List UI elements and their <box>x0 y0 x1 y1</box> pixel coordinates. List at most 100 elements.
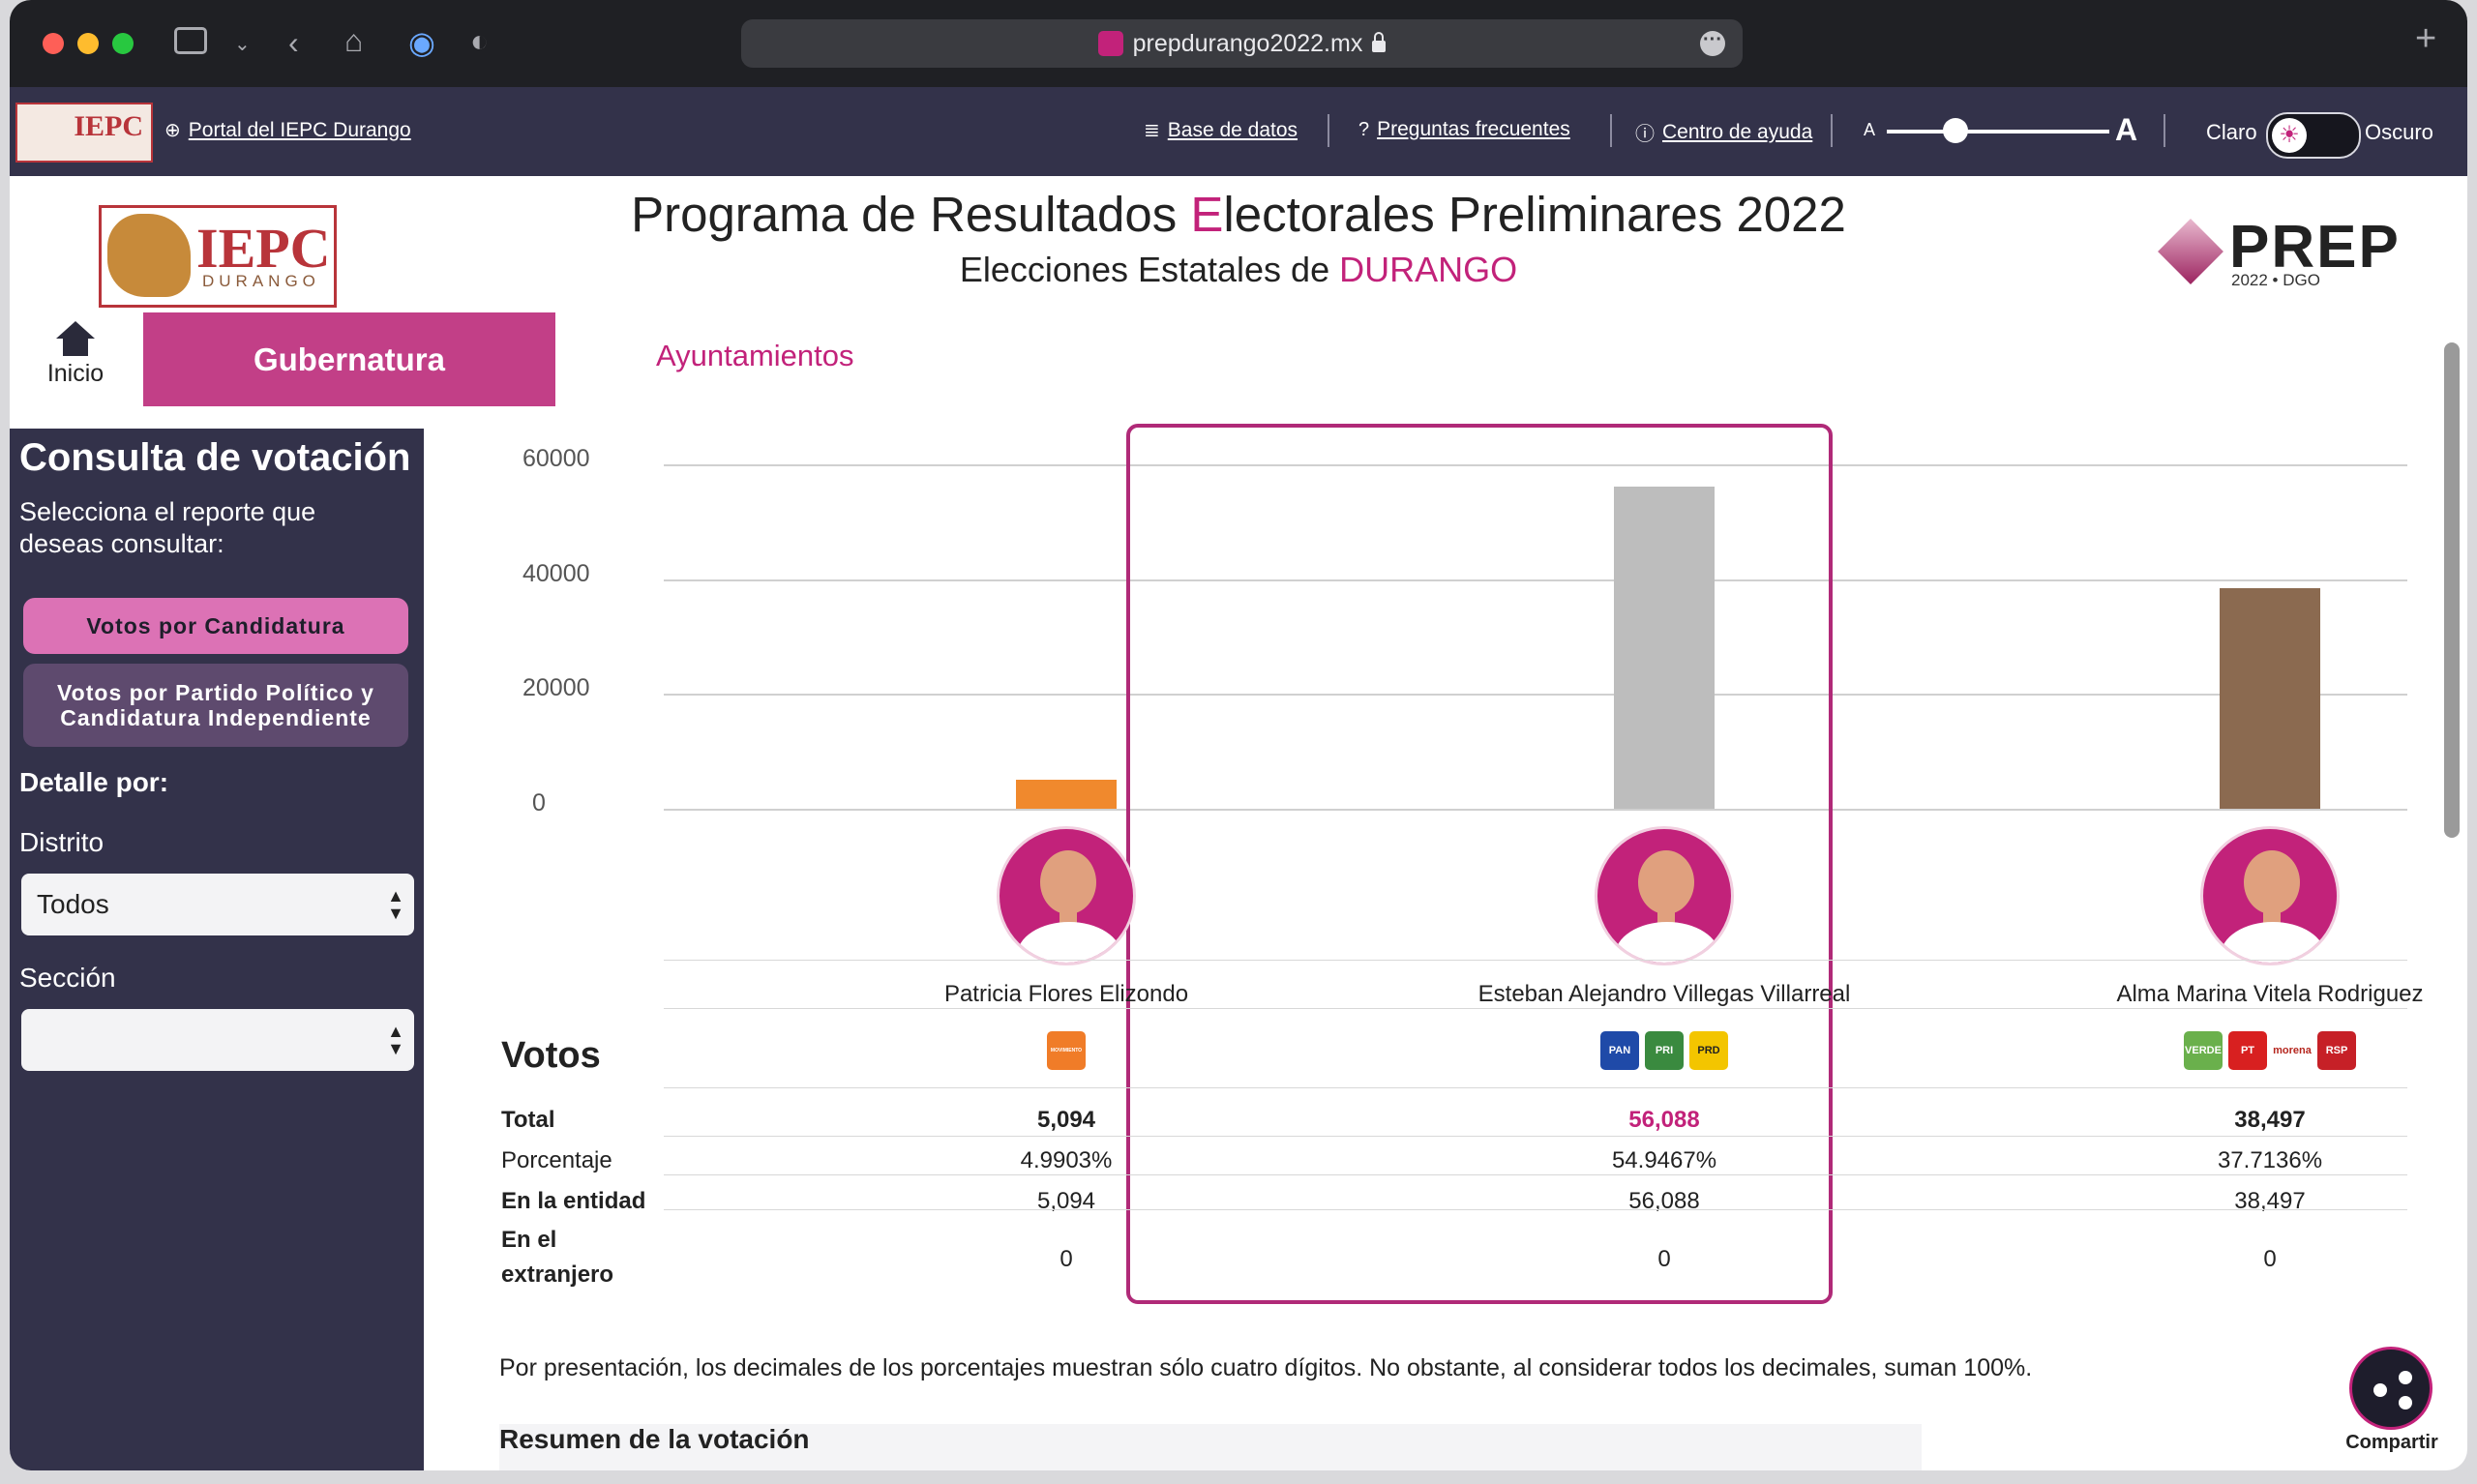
sidebar-toggle-icon[interactable] <box>174 27 207 54</box>
distrito-select[interactable]: Todos ▲ ▼ <box>21 874 414 935</box>
cell-entidad: 56,088 <box>1628 1188 1700 1214</box>
minimize-window-button[interactable] <box>77 33 99 54</box>
sidebar-prompt: Selecciona el reporte que deseas consult… <box>19 497 316 558</box>
home-tab[interactable]: Inicio <box>29 321 122 388</box>
gridline <box>664 464 2407 466</box>
back-arrow-icon[interactable]: ‹ <box>288 25 299 60</box>
results-content: 60000 40000 20000 0 Patricia Flores Elizond… <box>464 416 2438 1470</box>
table-row-divider <box>664 1174 2407 1175</box>
table-row-divider <box>664 1209 2407 1210</box>
cell-entidad: 38,497 <box>2234 1188 2306 1214</box>
font-large-label: A <box>2115 112 2138 147</box>
row-label-extranjero: En el extranjero <box>501 1227 614 1288</box>
font-size-slider-knob[interactable] <box>1943 118 1968 143</box>
table-row-divider <box>664 960 2407 961</box>
help-link[interactable]: ⓘ Centro de ayuda <box>1635 118 1812 146</box>
help-link-text[interactable]: Centro de ayuda <box>1662 120 1813 143</box>
party-logo-mc-icon: MOVIMIENTO CIUDADANO <box>1047 1031 1086 1092</box>
share-label: Compartir <box>2345 1432 2438 1453</box>
cell-extranjero: 0 <box>1059 1246 1073 1272</box>
more-options-icon[interactable]: ··· <box>1700 30 1725 56</box>
page-subtitle: Elecciones Estatales de DURANGO <box>10 250 2467 290</box>
site-favicon-icon <box>1097 31 1123 56</box>
candidate-name: Patricia Flores Elizondo <box>943 981 1189 1007</box>
candidate-name: Esteban Alejandro Villegas Villarreal <box>1477 981 1851 1007</box>
divider <box>1610 114 1612 147</box>
page-scrollbar[interactable] <box>2444 342 2460 838</box>
party-logo-pt-icon: PT <box>2228 1031 2267 1070</box>
page-subtitle-accent: DURANGO <box>1339 250 1518 289</box>
candidate-avatar <box>997 826 1136 965</box>
faq-link[interactable]: ? Preguntas frecuentes <box>1358 118 1570 141</box>
cell-total: 5,094 <box>1036 1107 1096 1133</box>
address-bar[interactable]: prepdurango2022.mx ··· <box>741 19 1743 68</box>
y-tick-label: 60000 <box>522 445 590 472</box>
table-row-divider <box>664 1136 2407 1137</box>
votos-candidatura-button[interactable]: Votos por Candidatura <box>23 598 408 654</box>
cell-extranjero: 0 <box>2263 1246 2277 1272</box>
share-icon-node <box>2399 1396 2412 1410</box>
prep-logo-year: 2022 • DGO <box>2231 271 2320 289</box>
page-title-post: lectorales Preliminares 2022 <box>1223 187 1846 242</box>
cell-total: 38,497 <box>2234 1107 2306 1133</box>
url-text: prepdurango2022.mx <box>1132 29 1363 57</box>
distrito-label: Distrito <box>19 827 104 857</box>
faq-link-text[interactable]: Preguntas frecuentes <box>1377 118 1570 140</box>
cell-total: 56,088 <box>1628 1107 1700 1133</box>
iepc-small-logo[interactable]: IEPC <box>15 103 153 163</box>
party-logos: VERDE PT morena RSP <box>1980 1031 2467 1070</box>
shield-icon[interactable]: ◐ <box>470 23 490 58</box>
database-link[interactable]: ≣ Base de datos <box>1144 118 1298 142</box>
party-logos: MOVIMIENTO CIUDADANO <box>776 1031 1357 1092</box>
theme-dark-label: Oscuro <box>2365 120 2433 144</box>
iepc-logo[interactable]: IEPC DURANGO <box>99 205 337 308</box>
cell-extranjero: 0 <box>1657 1246 1671 1272</box>
share-icon <box>2399 1371 2412 1384</box>
tab-ayuntamientos[interactable]: Ayuntamientos <box>656 339 854 372</box>
bar-candidate-3 <box>2220 587 2320 809</box>
share-button[interactable] <box>2349 1347 2432 1430</box>
cell-porcentaje: 37.7136% <box>2217 1147 2323 1173</box>
home-icon[interactable]: ⌂ <box>344 23 364 58</box>
portal-link[interactable]: ⊕ Portal del IEPC Durango <box>164 118 411 142</box>
gridline <box>664 694 2407 697</box>
gridline <box>664 579 2407 581</box>
font-size-slider[interactable] <box>1887 130 2109 134</box>
distrito-select-value: Todos <box>37 889 109 919</box>
browser-window: ⌄ ‹ ⌂ ◉ ◐ prepdurango2022.mx ··· + IEPC … <box>10 0 2467 1470</box>
votos-partido-button[interactable]: Votos por Partido Político y Candidatura… <box>23 664 408 747</box>
site-topbar: IEPC ⊕ Portal del IEPC Durango ≣ Base de… <box>10 87 2467 176</box>
prep-logo[interactable]: PREP 2022 • DGO <box>2148 213 2399 294</box>
info-icon: ⓘ <box>1635 124 1655 145</box>
database-link-text[interactable]: Base de datos <box>1167 118 1298 141</box>
cell-porcentaje: 54.9467% <box>1611 1147 1717 1173</box>
lock-icon <box>1372 32 1387 52</box>
candidate-avatar <box>1595 826 1734 965</box>
gridline <box>664 809 2407 811</box>
resumen-heading: Resumen de la votación <box>499 1424 1922 1470</box>
new-tab-icon[interactable]: + <box>2415 18 2437 59</box>
theme-toggle[interactable]: ☀ <box>2266 112 2361 159</box>
iepc-small-logo-text: IEPC <box>74 110 143 142</box>
party-logo-pan-icon: PAN <box>1600 1031 1639 1070</box>
table-row-divider <box>664 1087 2407 1088</box>
iepc-logo-subtext: DURANGO <box>202 272 320 290</box>
cell-porcentaje: 4.9903% <box>1020 1147 1113 1173</box>
party-logo-verde-icon: VERDE <box>2184 1031 2223 1070</box>
theme-light-label: Claro <box>2206 120 2257 144</box>
portal-link-text[interactable]: Portal del IEPC Durango <box>188 118 411 141</box>
cell-entidad: 5,094 <box>1036 1188 1096 1214</box>
party-logo-rsp-icon: RSP <box>2317 1031 2356 1070</box>
tab-gubernatura[interactable]: Gubernatura <box>143 312 555 406</box>
bar-candidate-1 <box>1016 779 1117 809</box>
close-window-button[interactable] <box>43 33 64 54</box>
party-logo-prd-icon: PRD <box>1689 1031 1728 1070</box>
iepc-emblem-icon <box>107 214 191 297</box>
seccion-select[interactable]: ▲ ▼ <box>21 1009 414 1071</box>
page-title-accent: E <box>1190 187 1224 242</box>
zoom-window-button[interactable] <box>112 33 134 54</box>
sidebar: Consulta de votación Selecciona el repor… <box>10 429 424 1470</box>
chevron-down-icon[interactable]: ⌄ <box>234 34 251 55</box>
extension-icon[interactable]: ◉ <box>408 25 435 60</box>
prep-logo-text: PREP <box>2229 214 2401 281</box>
